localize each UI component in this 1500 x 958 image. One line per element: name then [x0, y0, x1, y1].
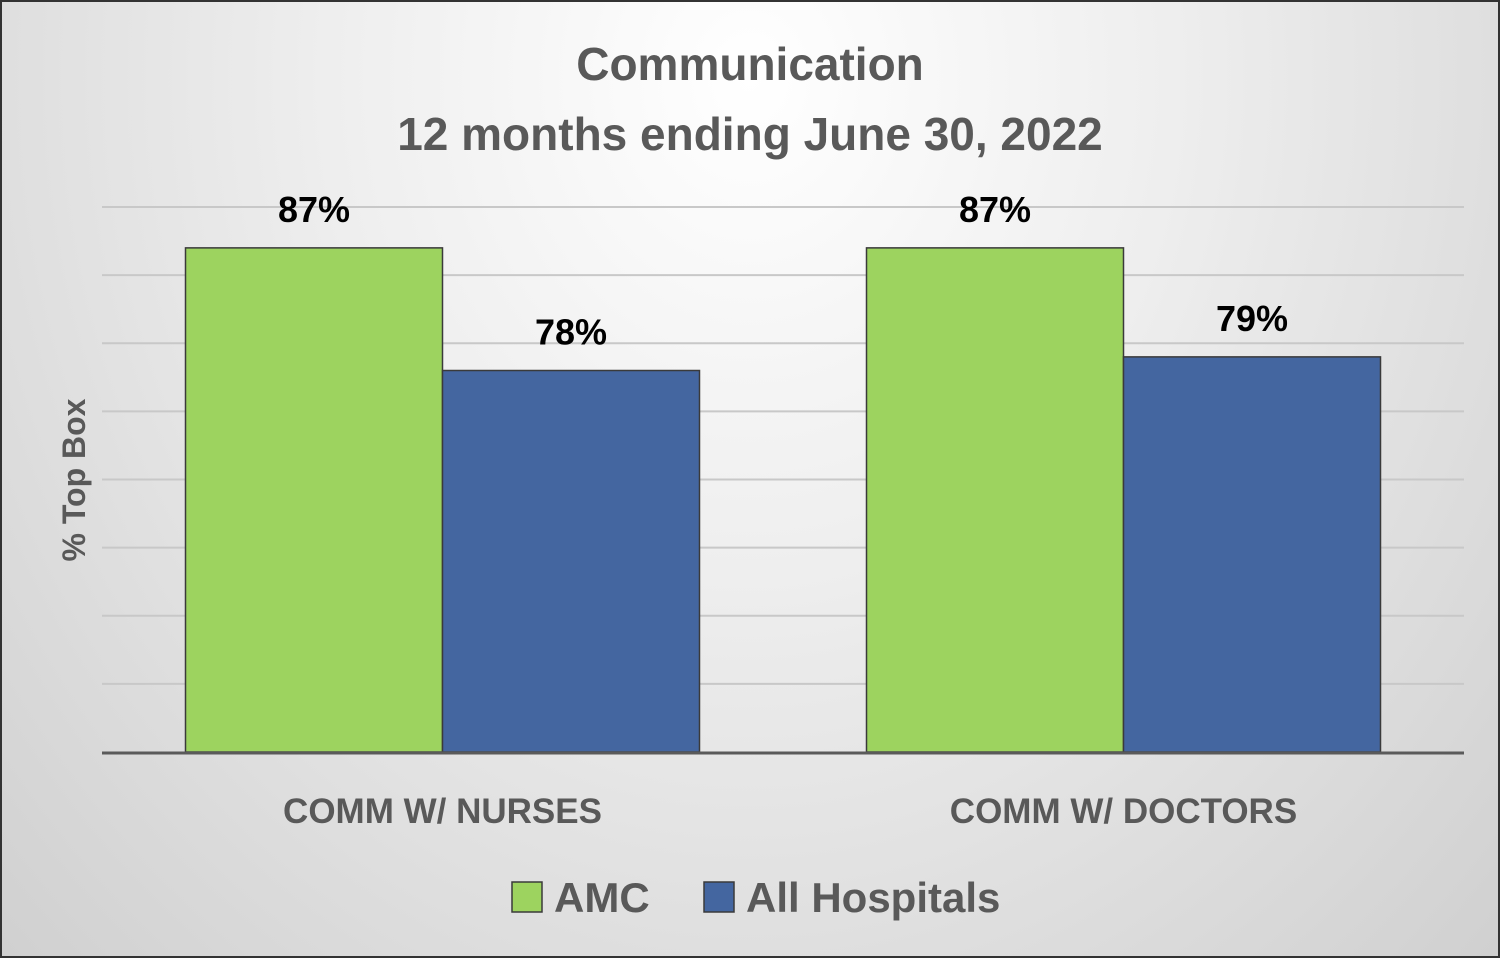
value-label-1-1: 79%	[1216, 298, 1288, 339]
value-labels: 87% 78% 87% 79%	[278, 189, 1288, 353]
y-axis-label: % Top Box	[56, 398, 92, 561]
category-labels: COMM W/ NURSES COMM W/ DOCTORS	[283, 792, 1297, 831]
legend: AMC All Hospitals	[511, 874, 1000, 921]
bar-0-1	[441, 369, 701, 753]
category-label-1: COMM W/ DOCTORS	[950, 792, 1297, 831]
legend-swatch-0	[511, 881, 543, 913]
legend-swatch-1	[703, 881, 735, 913]
bar-0-0	[184, 247, 444, 753]
category-label-0: COMM W/ NURSES	[283, 792, 602, 831]
legend-label-1: All Hospitals	[746, 874, 1000, 921]
chart-title-line-1: Communication	[576, 38, 924, 90]
bar-1-1	[1122, 356, 1382, 753]
bar-1-0	[865, 247, 1125, 753]
value-label-0-0: 87%	[278, 189, 350, 230]
value-label-1-0: 87%	[959, 189, 1031, 230]
value-label-0-1: 78%	[535, 312, 607, 353]
chart-title-line-2: 12 months ending June 30, 2022	[397, 108, 1103, 160]
legend-label-0: AMC	[554, 874, 650, 921]
bars	[184, 247, 1382, 753]
